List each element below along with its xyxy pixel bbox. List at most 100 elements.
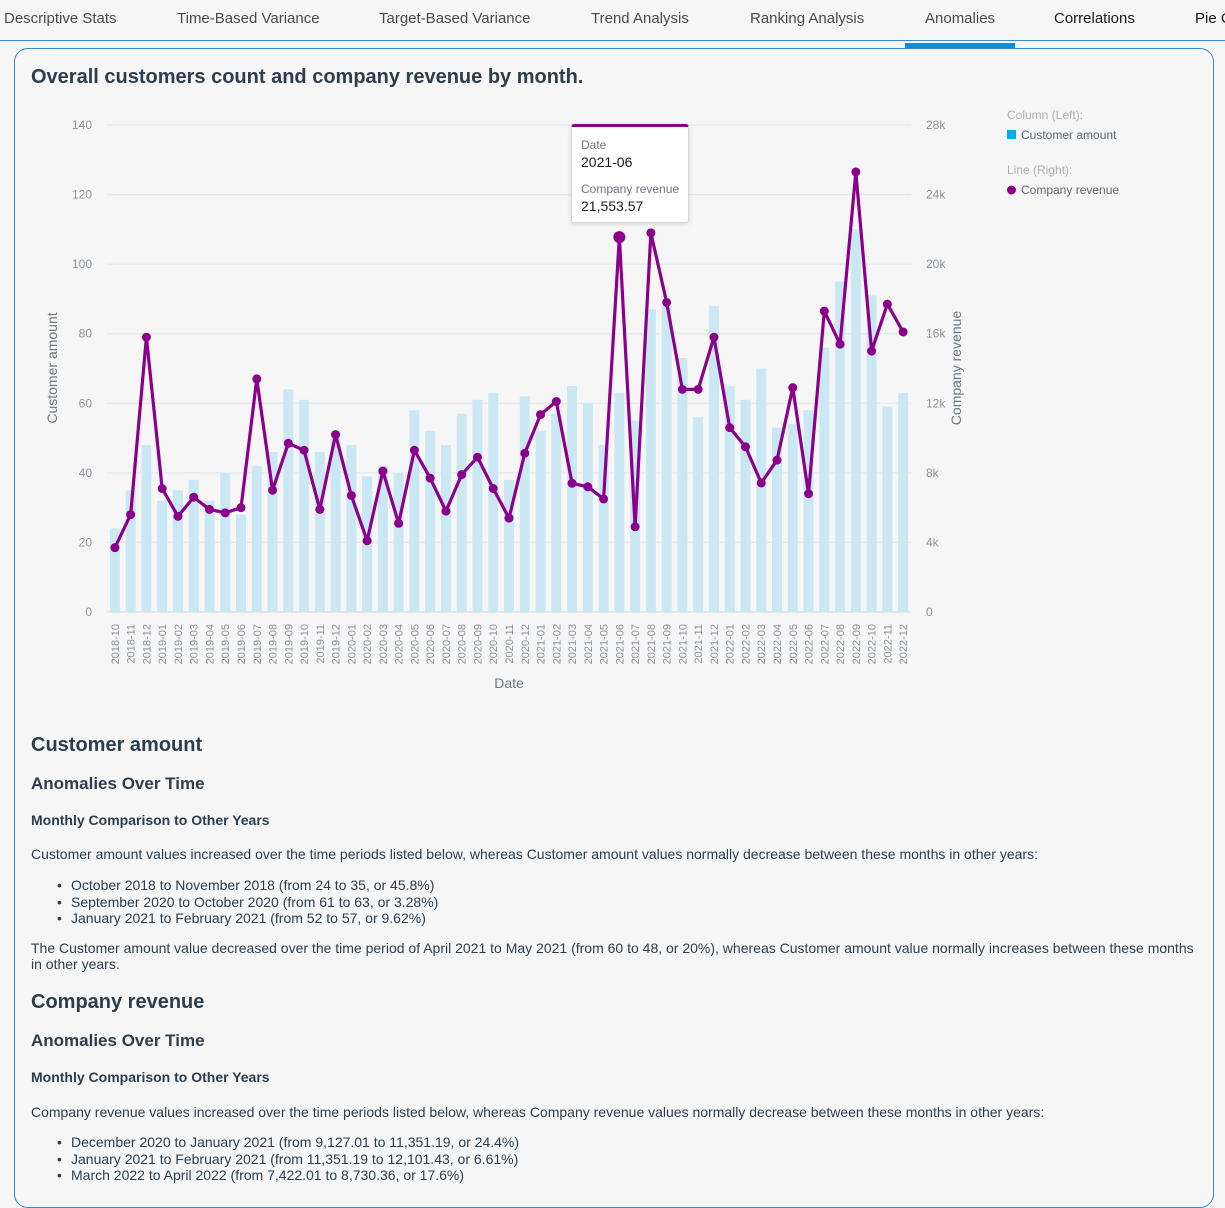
tab-anomalies[interactable]: Anomalies <box>925 10 996 27</box>
point-company-revenue[interactable] <box>236 503 246 513</box>
bar-customer-amount[interactable] <box>314 451 325 612</box>
bar-customer-amount[interactable] <box>188 479 199 612</box>
tab-trend-analysis[interactable]: Trend Analysis <box>591 10 689 27</box>
point-company-revenue[interactable] <box>567 478 577 488</box>
point-company-revenue[interactable] <box>788 383 798 393</box>
bar-customer-amount[interactable] <box>614 392 625 612</box>
point-company-revenue[interactable] <box>662 297 672 307</box>
bar-customer-amount[interactable] <box>535 431 546 612</box>
point-company-revenue[interactable] <box>425 473 435 483</box>
point-company-revenue[interactable] <box>315 504 325 514</box>
point-company-revenue[interactable] <box>472 452 482 462</box>
bar-customer-amount[interactable] <box>440 445 451 612</box>
point-company-revenue[interactable] <box>252 374 262 384</box>
tab-ranking-analysis[interactable]: Ranking Analysis <box>750 10 865 27</box>
bar-customer-amount[interactable] <box>409 410 420 612</box>
point-company-revenue[interactable] <box>394 518 404 528</box>
bar-customer-amount[interactable] <box>393 472 404 612</box>
bar-customer-amount[interactable] <box>645 309 656 612</box>
bar-customer-amount[interactable] <box>661 305 672 612</box>
bar-customer-amount[interactable] <box>425 431 436 612</box>
tab-correlations[interactable]: Correlations <box>1054 10 1135 27</box>
legend-item-company-revenue[interactable]: Company revenue <box>1021 183 1119 197</box>
bar-customer-amount[interactable] <box>251 465 262 612</box>
bar-customer-amount[interactable] <box>330 438 341 612</box>
point-company-revenue[interactable] <box>173 511 183 521</box>
tab-target-based-variance[interactable]: Target-Based Variance <box>379 10 531 27</box>
bar-customer-amount[interactable] <box>882 406 893 612</box>
bar-customer-amount[interactable] <box>472 399 483 612</box>
bar-customer-amount[interactable] <box>456 413 467 612</box>
bar-customer-amount[interactable] <box>125 490 136 612</box>
bar-customer-amount[interactable] <box>488 392 499 612</box>
bar-customer-amount[interactable] <box>582 403 593 612</box>
point-company-revenue[interactable] <box>157 484 167 494</box>
point-company-revenue[interactable] <box>882 299 892 309</box>
bar-customer-amount[interactable] <box>866 295 877 612</box>
bar-customer-amount[interactable] <box>220 472 231 612</box>
bar-customer-amount[interactable] <box>204 500 215 612</box>
point-company-revenue[interactable] <box>551 397 561 407</box>
bar-customer-amount[interactable] <box>772 427 782 612</box>
point-company-revenue[interactable] <box>126 510 136 520</box>
tab-descriptive-stats[interactable]: Descriptive Stats <box>4 10 117 27</box>
bar-customer-amount[interactable] <box>677 358 688 612</box>
point-company-revenue[interactable] <box>220 508 230 518</box>
point-company-revenue[interactable] <box>110 543 120 553</box>
point-company-revenue[interactable] <box>141 332 151 342</box>
tab-pie-c[interactable]: Pie C <box>1195 10 1225 27</box>
point-company-revenue[interactable] <box>331 430 341 440</box>
bar-customer-amount[interactable] <box>724 385 735 612</box>
bar-customer-amount[interactable] <box>740 399 751 612</box>
bar-customer-amount[interactable] <box>850 229 861 612</box>
bar-customer-amount[interactable] <box>787 424 798 612</box>
point-company-revenue[interactable] <box>520 448 530 458</box>
legend-item-customer-amount[interactable]: Customer amount <box>1021 128 1117 142</box>
bar-customer-amount[interactable] <box>377 465 388 612</box>
bar-customer-amount[interactable] <box>819 347 830 612</box>
bar-customer-amount[interactable] <box>693 417 704 612</box>
point-company-revenue[interactable] <box>725 423 735 433</box>
bar-customer-amount[interactable] <box>504 479 514 612</box>
point-company-revenue[interactable] <box>756 478 766 488</box>
point-company-revenue[interactable] <box>851 167 861 177</box>
point-company-revenue[interactable] <box>346 490 356 500</box>
point-company-revenue[interactable] <box>504 513 514 523</box>
point-company-revenue[interactable] <box>630 522 640 532</box>
point-company-revenue[interactable] <box>536 410 546 420</box>
point-company-revenue[interactable] <box>819 306 829 316</box>
point-company-revenue[interactable] <box>898 327 908 337</box>
bar-customer-amount[interactable] <box>898 392 909 612</box>
point-company-revenue[interactable] <box>488 484 498 494</box>
point-company-revenue[interactable] <box>189 492 199 502</box>
point-company-revenue[interactable] <box>693 384 703 394</box>
point-company-revenue[interactable] <box>409 445 419 455</box>
point-company-revenue[interactable] <box>204 504 214 514</box>
point-company-revenue[interactable] <box>583 482 593 492</box>
bar-customer-amount[interactable] <box>835 281 846 612</box>
point-company-revenue[interactable] <box>441 506 451 516</box>
bar-customer-amount[interactable] <box>756 368 767 613</box>
bar-customer-amount[interactable] <box>267 451 278 612</box>
bar-customer-amount[interactable] <box>109 528 120 612</box>
bar-customer-amount[interactable] <box>803 410 814 612</box>
bar-customer-amount[interactable] <box>598 445 609 612</box>
point-company-revenue[interactable] <box>599 494 609 504</box>
bar-customer-amount[interactable] <box>551 413 562 612</box>
point-company-revenue[interactable] <box>283 438 293 448</box>
point-company-revenue[interactable] <box>677 384 687 394</box>
point-company-revenue[interactable] <box>362 536 372 546</box>
bar-customer-amount[interactable] <box>708 305 719 612</box>
point-company-revenue[interactable] <box>457 470 467 480</box>
point-company-revenue[interactable] <box>268 485 278 495</box>
point-company-revenue[interactable] <box>740 442 750 452</box>
point-company-revenue[interactable] <box>613 231 626 244</box>
tab-time-based-variance[interactable]: Time-Based Variance <box>177 10 320 27</box>
bar-customer-amount[interactable] <box>157 500 168 612</box>
bar-customer-amount[interactable] <box>172 490 183 612</box>
bar-customer-amount[interactable] <box>567 385 578 612</box>
bar-customer-amount[interactable] <box>299 399 310 612</box>
point-company-revenue[interactable] <box>299 445 309 455</box>
point-company-revenue[interactable] <box>709 332 719 342</box>
bar-customer-amount[interactable] <box>283 389 294 612</box>
